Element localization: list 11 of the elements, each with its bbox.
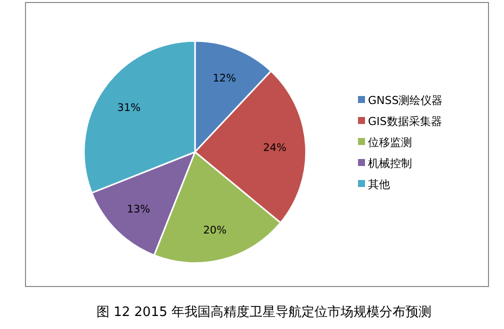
legend-label: GNSS测绘仪器	[368, 94, 443, 107]
legend-label: 其他	[368, 178, 390, 191]
legend-label: 机械控制	[368, 157, 412, 170]
data-label: 31%	[117, 102, 141, 114]
data-label: 20%	[203, 224, 227, 236]
text: 图 12 2015 年我国高精度卫星导航定位市场规模分布预测	[96, 304, 432, 320]
legend-label: 位移监测	[368, 136, 412, 149]
data-label: 13%	[126, 204, 150, 216]
data-label: 12%	[212, 72, 236, 85]
data-label: 24%	[263, 142, 286, 154]
legend-label: GIS数据采集器	[368, 115, 442, 128]
